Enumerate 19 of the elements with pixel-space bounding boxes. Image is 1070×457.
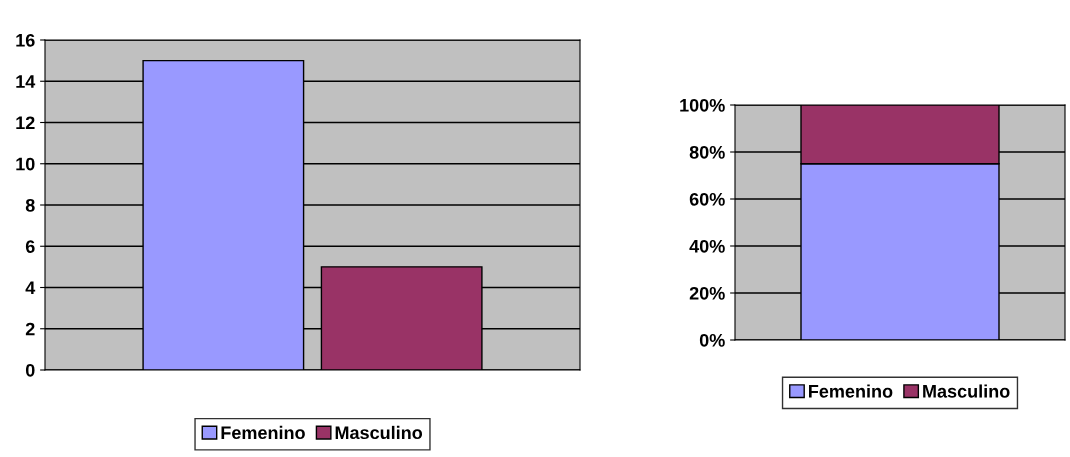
- y-tick-label: 40%: [689, 239, 725, 253]
- y-tick-label: 16: [16, 33, 35, 47]
- legend-label: Masculino: [923, 384, 1010, 398]
- y-tick-label: 60%: [689, 192, 725, 206]
- y-tick-label: 12: [16, 116, 35, 130]
- y-tick-label: 8: [25, 198, 35, 212]
- y-tick-label: 80%: [689, 145, 725, 159]
- y-tick-label: 0%: [699, 333, 725, 347]
- y-tick-label: 10: [16, 157, 35, 171]
- y-tick-label: 20%: [689, 286, 725, 300]
- y-tick-label: 14: [16, 75, 36, 88]
- y-tick-label: 4: [25, 281, 36, 295]
- legend-label: Femenino: [221, 425, 305, 440]
- y-tick-label: 100%: [680, 98, 725, 112]
- y-tick-label: 6: [25, 240, 35, 253]
- legend-label: Masculino: [335, 425, 423, 440]
- y-tick-label: 0: [25, 363, 35, 377]
- legend-label: Femenino: [809, 384, 893, 398]
- y-tick-label: 2: [25, 322, 35, 336]
